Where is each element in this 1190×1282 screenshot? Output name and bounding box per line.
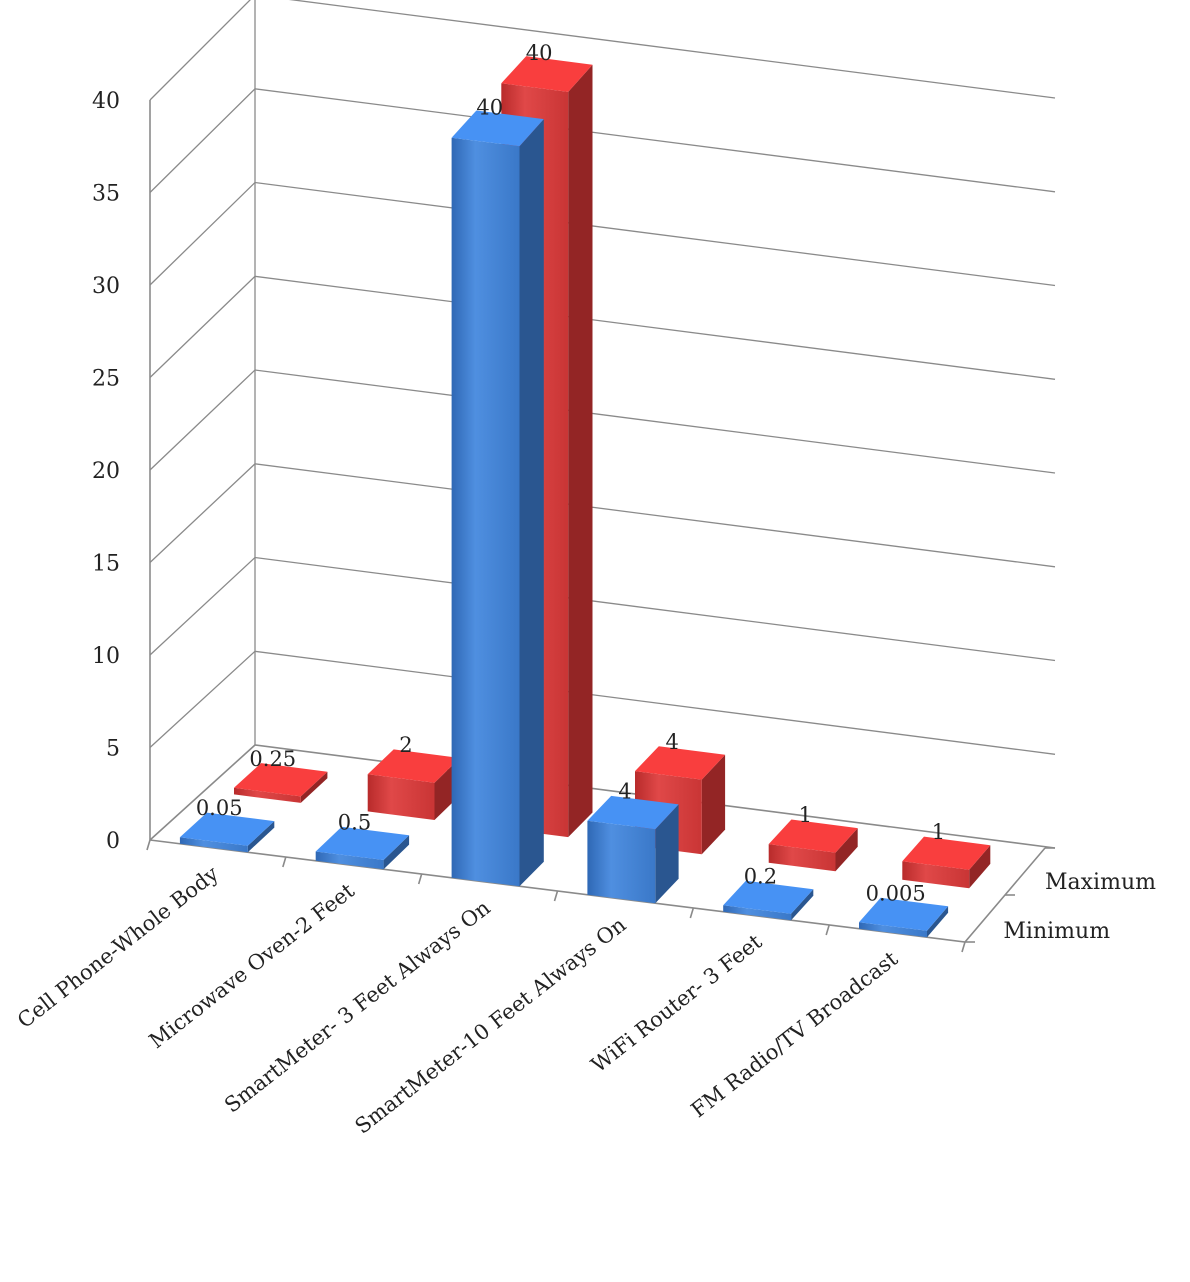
bar-front (859, 922, 927, 938)
gridline-10 (149, 556, 1056, 662)
data-label-maximum-2: 40 (526, 41, 553, 65)
x-tick (961, 941, 966, 953)
bar-side (568, 64, 593, 838)
gridline-40 (149, 0, 1056, 101)
series-depth-labels: Minimum Maximum (1003, 870, 1156, 944)
bar-top (451, 110, 544, 147)
x-tick (553, 890, 559, 902)
bar-top (179, 812, 275, 846)
series-label-minimum: Minimum (1003, 919, 1110, 944)
bar-side (300, 771, 328, 803)
bar-top (501, 56, 593, 92)
y-tick-label-20: 20 (92, 459, 120, 484)
data-label-minimum-5: 0.005 (866, 881, 926, 905)
data-label-maximum-0: 0.25 (249, 747, 296, 771)
bar-top (587, 795, 679, 830)
bars (179, 56, 991, 938)
bar-side (835, 828, 858, 872)
gridline-5 (149, 650, 1056, 755)
category-label-2: SmartMeter- 3 Feet Always On (220, 896, 495, 1118)
bar-front (234, 787, 301, 803)
data-label-maximum-1: 2 (399, 733, 412, 757)
bar-front (451, 137, 520, 887)
gridline-30 (149, 181, 1056, 287)
bar-maximum-5 (902, 836, 991, 889)
data-label-minimum-2: 40 (476, 95, 503, 119)
x-tick (146, 839, 151, 851)
bar-minimum-4 (723, 880, 814, 921)
bar-maximum-1 (367, 749, 460, 820)
bar-minimum-5 (859, 897, 949, 938)
category-label-4: WiFi Router- 3 Feet (587, 929, 767, 1077)
bar-front (587, 820, 656, 904)
y-tick-label-35: 35 (92, 182, 120, 207)
bar-side (927, 906, 949, 938)
gridline-15 (149, 463, 1056, 568)
bar-top (315, 826, 410, 860)
bar-maximum-4 (768, 819, 858, 872)
y-tick-label-25: 25 (92, 367, 120, 392)
bar-side (655, 804, 679, 904)
category-label-3: SmartMeter-10 Feet Always On (351, 913, 631, 1139)
bar-minimum-1 (315, 826, 410, 870)
bar-top (234, 763, 328, 797)
data-label-maximum-4: 1 (799, 803, 812, 827)
data-label-minimum-0: 0.05 (196, 796, 243, 820)
bar-top (723, 880, 814, 914)
x-tick (282, 856, 287, 868)
bar-top (367, 749, 460, 783)
bar-minimum-3 (587, 795, 679, 904)
y-tick-label-30: 30 (92, 274, 120, 299)
bar-top (902, 836, 991, 870)
bar-minimum-0 (179, 812, 275, 853)
bar-side (383, 835, 410, 870)
data-label-minimum-1: 0.5 (338, 810, 371, 834)
data-label-maximum-3: 4 (666, 730, 679, 754)
x-tick (825, 924, 830, 936)
gridlines (146, 0, 1056, 953)
data-labels: 0.25 2 40 4 1 1 0.05 0.5 40 4 0.2 0.005 (196, 41, 945, 905)
data-label-maximum-5: 1 (932, 820, 945, 844)
gridline-20 (149, 369, 1056, 474)
y-tick-label-40: 40 (92, 89, 120, 114)
x-tick (417, 873, 423, 885)
y-tick-label-10: 10 (92, 644, 120, 669)
bar-maximum-0 (234, 763, 328, 803)
bar-side (519, 119, 544, 887)
bar-side (969, 845, 991, 889)
x-tick (689, 907, 695, 919)
bar-top (768, 819, 858, 853)
bar-side (791, 889, 814, 921)
gridline-25 (149, 275, 1056, 380)
data-label-minimum-3: 4 (618, 780, 631, 804)
y-axis-ticks: 0 5 10 15 20 25 30 35 40 (92, 89, 120, 854)
y-tick-label-0: 0 (106, 829, 120, 854)
bar-front (902, 861, 970, 889)
y-tick-label-5: 5 (106, 737, 120, 762)
gridline-35 (149, 88, 1056, 193)
bar-front (723, 905, 792, 921)
bar-front (768, 844, 836, 872)
bar-side (701, 754, 726, 855)
bar-side (247, 821, 275, 853)
bar-minimum-2 (451, 110, 544, 887)
series-label-maximum: Maximum (1045, 870, 1156, 895)
bar-front (367, 774, 435, 820)
data-label-minimum-4: 0.2 (744, 864, 777, 888)
bar-front (179, 837, 248, 853)
bar-front (315, 851, 384, 870)
bar-top (635, 746, 726, 780)
bar-top (859, 897, 949, 931)
y-tick-label-15: 15 (92, 552, 120, 577)
